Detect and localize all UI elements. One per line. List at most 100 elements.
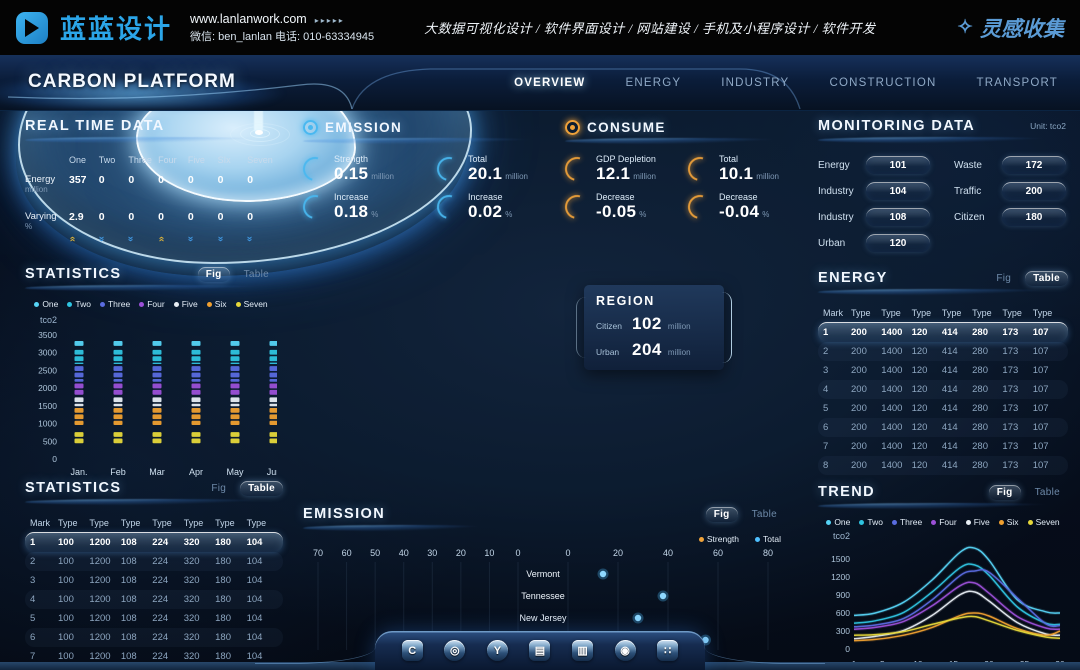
trend-cell: « bbox=[184, 233, 218, 244]
stat-value: 20.1 bbox=[468, 164, 503, 183]
toggle-table[interactable]: Table bbox=[240, 480, 283, 496]
tab-industry[interactable]: INDUSTRY bbox=[721, 76, 790, 89]
tab-transport[interactable]: TRANSPORT bbox=[976, 76, 1058, 89]
cell: 173 bbox=[1002, 327, 1019, 338]
svg-text:500: 500 bbox=[43, 436, 57, 446]
tab-construction[interactable]: CONSTRUCTION bbox=[829, 76, 937, 89]
cell: 414 bbox=[941, 422, 958, 433]
toggle-fig[interactable]: Fig bbox=[197, 266, 230, 282]
hex-c-icon[interactable]: C bbox=[401, 640, 423, 661]
legend-dot bbox=[891, 519, 897, 525]
trend-cell: « bbox=[156, 233, 188, 244]
toggle-table[interactable]: Table bbox=[751, 508, 777, 520]
monitoring-row: Industry 104 bbox=[818, 182, 930, 200]
nut-icon[interactable]: ◉ bbox=[614, 640, 636, 661]
cell: 108 bbox=[120, 556, 137, 567]
cell: 224 bbox=[152, 594, 169, 605]
table-row[interactable]: 1 100 1200 108 224 320 180 104 bbox=[25, 532, 283, 552]
inspiration-collect[interactable]: ✧ 灵感收集 bbox=[957, 13, 1064, 43]
cell: 3 bbox=[823, 365, 829, 376]
stat-text: Total 20.1 million bbox=[468, 154, 528, 184]
y-badge-icon[interactable]: Y bbox=[486, 640, 508, 661]
cell: 6 bbox=[823, 422, 829, 433]
column-header: Seven bbox=[247, 155, 273, 165]
cell: 200 bbox=[851, 460, 867, 471]
column-header: Type bbox=[120, 518, 141, 528]
table-row[interactable]: 4 100 1200 108 224 320 180 104 bbox=[25, 590, 283, 609]
table-row[interactable]: 5 100 1200 108 224 320 180 104 bbox=[25, 609, 283, 628]
chart-legend: One Two Three Four Five Six Seven bbox=[25, 299, 277, 309]
table-row[interactable]: 3 200 1400 120 414 280 173 107 bbox=[818, 361, 1068, 380]
table-row[interactable]: 8 200 1400 120 414 280 173 107 bbox=[818, 456, 1068, 475]
legend-item: Three bbox=[891, 517, 922, 527]
tab-energy[interactable]: ENERGY bbox=[625, 76, 682, 89]
table-row[interactable]: 2 200 1400 120 414 280 173 107 bbox=[818, 342, 1068, 361]
svg-text:20: 20 bbox=[456, 548, 466, 558]
charging-pile-icon[interactable]: ▤ bbox=[529, 640, 551, 661]
trend-down-icon: « bbox=[214, 236, 226, 242]
toggle-fig[interactable]: Fig bbox=[211, 482, 227, 494]
toggle-fig[interactable]: Fig bbox=[996, 272, 1012, 284]
stat-unit: % bbox=[639, 210, 647, 219]
legend-item: Seven bbox=[1027, 517, 1060, 527]
svg-text:20: 20 bbox=[613, 548, 623, 558]
swoosh-decoration bbox=[816, 289, 1070, 295]
toggle-fig[interactable]: Fig bbox=[705, 506, 738, 522]
stat-text: GDP Depletion 12.1 million bbox=[596, 154, 656, 184]
tab-overview[interactable]: OVERVIEW bbox=[514, 76, 586, 89]
table-row[interactable]: 1 200 1400 120 414 280 173 107 bbox=[818, 322, 1068, 342]
table-row[interactable]: 5 200 1400 120 414 280 173 107 bbox=[818, 399, 1068, 418]
nav-tabs: OVERVIEW ENERGY INDUSTRY CONSTRUCTION TRANSP… bbox=[514, 55, 1058, 110]
toggle-fig[interactable]: Fig bbox=[988, 484, 1021, 500]
cell: 200 bbox=[851, 403, 867, 414]
legend-item: Two bbox=[67, 299, 91, 309]
trend-down-icon: « bbox=[184, 236, 196, 242]
cell: 108 bbox=[120, 537, 137, 548]
section-title: MONITORING DATA bbox=[818, 118, 976, 134]
consume-section-icon bbox=[565, 120, 580, 135]
cluster-icon[interactable]: ∷ bbox=[657, 640, 679, 661]
cell: 4 bbox=[823, 384, 829, 395]
toggle-table[interactable]: Table bbox=[1034, 486, 1060, 498]
monitor-icon[interactable]: ▥ bbox=[572, 640, 594, 661]
website-link[interactable]: www.lanlanwork.com ▸▸▸▸▸ bbox=[190, 11, 345, 26]
gear-icon[interactable]: ◎ bbox=[444, 640, 466, 661]
stat-label: Strength bbox=[334, 154, 369, 164]
legend-item: Two bbox=[859, 517, 883, 527]
metric-value-pill: 120 bbox=[866, 234, 930, 252]
column-header: Four bbox=[158, 155, 177, 165]
table-row[interactable]: 6 100 1200 108 224 320 180 104 bbox=[25, 628, 283, 647]
popup-title: REGION bbox=[596, 294, 655, 308]
column-header: Type bbox=[1002, 308, 1022, 318]
stat-value: 12.1 bbox=[596, 164, 631, 183]
nav-bar: CARBON PLATFORM OVERVIEW ENERGY INDUSTRY CO… bbox=[0, 55, 1080, 111]
table-row[interactable]: 7 200 1400 120 414 280 173 107 bbox=[818, 437, 1068, 456]
legend-item: Five bbox=[965, 517, 990, 527]
cell: 320 bbox=[183, 613, 200, 624]
cell: 1400 bbox=[881, 346, 903, 357]
svg-text:Apr: Apr bbox=[189, 467, 203, 477]
cell: 200 bbox=[851, 327, 867, 338]
cell: 1 bbox=[823, 327, 829, 338]
cell: 107 bbox=[1032, 346, 1049, 357]
table-row[interactable]: 7 100 1200 108 224 320 180 104 bbox=[25, 647, 283, 666]
table-row[interactable]: 4 200 1400 120 414 280 173 107 bbox=[818, 380, 1068, 399]
table-row[interactable]: 3 100 1200 108 224 320 180 104 bbox=[25, 571, 283, 590]
beacon-core bbox=[255, 130, 263, 135]
cell: 180 bbox=[215, 537, 231, 548]
metric-value: 0 bbox=[187, 174, 194, 186]
emission-section-icon bbox=[303, 120, 318, 135]
monitoring-column: Waste 172 Traffic 200 Citizen 180 bbox=[954, 156, 1066, 252]
cell: 104 bbox=[246, 556, 263, 567]
cell: 2 bbox=[30, 556, 36, 567]
arc-icon bbox=[683, 190, 717, 224]
cell: 180 bbox=[215, 613, 231, 624]
arc-icon bbox=[298, 190, 332, 224]
toggle-table[interactable]: Table bbox=[243, 268, 269, 280]
stat-value: 0.15 bbox=[334, 164, 369, 183]
cell: 107 bbox=[1032, 327, 1049, 338]
table-row[interactable]: 6 200 1400 120 414 280 173 107 bbox=[818, 418, 1068, 437]
table-row[interactable]: 2 100 1200 108 224 320 180 104 bbox=[25, 552, 283, 571]
cell: 120 bbox=[911, 365, 928, 376]
toggle-table[interactable]: Table bbox=[1025, 270, 1068, 286]
